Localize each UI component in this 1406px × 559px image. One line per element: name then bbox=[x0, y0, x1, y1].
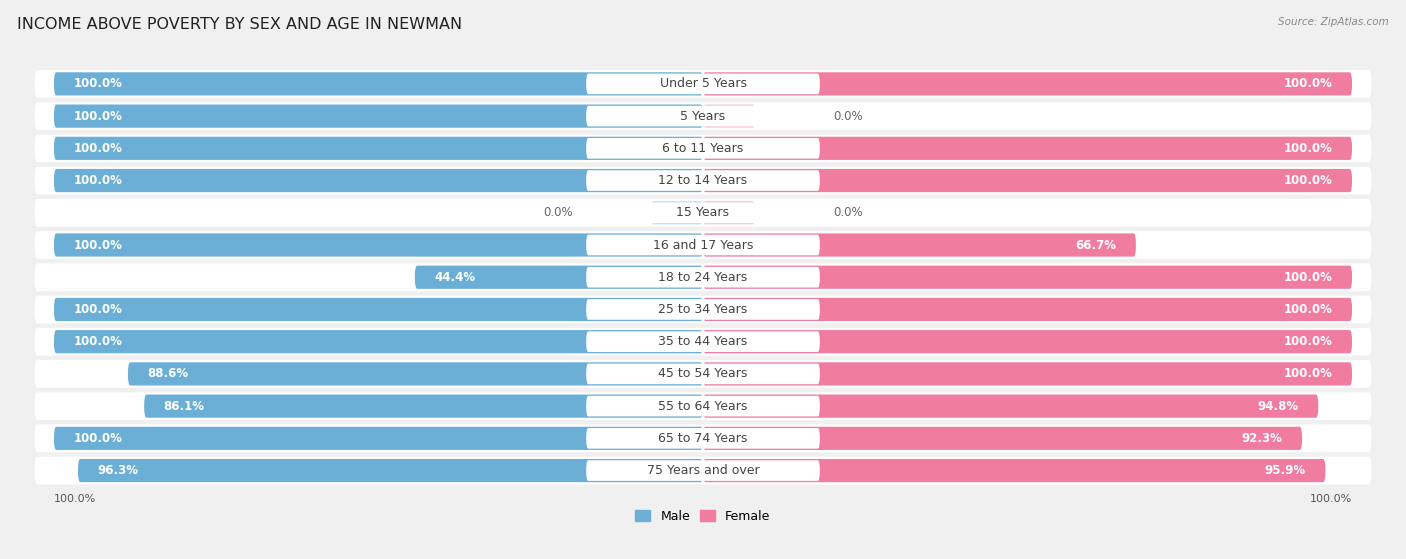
Text: 100.0%: 100.0% bbox=[1284, 335, 1333, 348]
FancyBboxPatch shape bbox=[35, 102, 1371, 130]
Text: 6 to 11 Years: 6 to 11 Years bbox=[662, 142, 744, 155]
Text: 100.0%: 100.0% bbox=[73, 432, 122, 445]
FancyBboxPatch shape bbox=[53, 105, 703, 127]
FancyBboxPatch shape bbox=[703, 459, 1326, 482]
FancyBboxPatch shape bbox=[35, 328, 1371, 356]
FancyBboxPatch shape bbox=[586, 74, 820, 94]
Text: 100.0%: 100.0% bbox=[73, 303, 122, 316]
Text: 100.0%: 100.0% bbox=[1284, 142, 1333, 155]
FancyBboxPatch shape bbox=[53, 234, 703, 257]
FancyBboxPatch shape bbox=[53, 72, 703, 96]
Text: 100.0%: 100.0% bbox=[53, 494, 96, 504]
FancyBboxPatch shape bbox=[35, 360, 1371, 388]
FancyBboxPatch shape bbox=[703, 330, 1353, 353]
FancyBboxPatch shape bbox=[35, 263, 1371, 291]
Text: 100.0%: 100.0% bbox=[73, 110, 122, 122]
FancyBboxPatch shape bbox=[703, 105, 755, 127]
FancyBboxPatch shape bbox=[586, 202, 820, 223]
FancyBboxPatch shape bbox=[586, 460, 820, 481]
Legend: Male, Female: Male, Female bbox=[630, 505, 776, 528]
FancyBboxPatch shape bbox=[586, 267, 820, 287]
Text: Source: ZipAtlas.com: Source: ZipAtlas.com bbox=[1278, 17, 1389, 27]
Text: 15 Years: 15 Years bbox=[676, 206, 730, 219]
FancyBboxPatch shape bbox=[35, 231, 1371, 259]
FancyBboxPatch shape bbox=[35, 199, 1371, 226]
Text: 100.0%: 100.0% bbox=[73, 142, 122, 155]
FancyBboxPatch shape bbox=[586, 363, 820, 384]
Text: 94.8%: 94.8% bbox=[1258, 400, 1299, 413]
FancyBboxPatch shape bbox=[53, 330, 703, 353]
Text: 55 to 64 Years: 55 to 64 Years bbox=[658, 400, 748, 413]
FancyBboxPatch shape bbox=[35, 392, 1371, 420]
FancyBboxPatch shape bbox=[415, 266, 703, 289]
FancyBboxPatch shape bbox=[77, 459, 703, 482]
FancyBboxPatch shape bbox=[35, 296, 1371, 323]
Text: 100.0%: 100.0% bbox=[1310, 494, 1353, 504]
Text: 96.3%: 96.3% bbox=[97, 464, 138, 477]
FancyBboxPatch shape bbox=[53, 137, 703, 160]
FancyBboxPatch shape bbox=[128, 362, 703, 386]
Text: 16 and 17 Years: 16 and 17 Years bbox=[652, 239, 754, 252]
FancyBboxPatch shape bbox=[35, 167, 1371, 195]
Text: 25 to 34 Years: 25 to 34 Years bbox=[658, 303, 748, 316]
Text: 100.0%: 100.0% bbox=[1284, 271, 1333, 284]
Text: 100.0%: 100.0% bbox=[1284, 303, 1333, 316]
FancyBboxPatch shape bbox=[586, 428, 820, 449]
Text: 100.0%: 100.0% bbox=[1284, 77, 1333, 91]
Text: Under 5 Years: Under 5 Years bbox=[659, 77, 747, 91]
FancyBboxPatch shape bbox=[703, 169, 1353, 192]
FancyBboxPatch shape bbox=[586, 331, 820, 352]
FancyBboxPatch shape bbox=[703, 395, 1319, 418]
FancyBboxPatch shape bbox=[586, 106, 820, 126]
Text: 65 to 74 Years: 65 to 74 Years bbox=[658, 432, 748, 445]
FancyBboxPatch shape bbox=[586, 170, 820, 191]
FancyBboxPatch shape bbox=[35, 424, 1371, 452]
Text: 18 to 24 Years: 18 to 24 Years bbox=[658, 271, 748, 284]
FancyBboxPatch shape bbox=[703, 298, 1353, 321]
Text: 100.0%: 100.0% bbox=[73, 77, 122, 91]
FancyBboxPatch shape bbox=[35, 135, 1371, 162]
Text: 100.0%: 100.0% bbox=[73, 239, 122, 252]
FancyBboxPatch shape bbox=[53, 427, 703, 450]
FancyBboxPatch shape bbox=[586, 138, 820, 159]
FancyBboxPatch shape bbox=[703, 137, 1353, 160]
Text: 0.0%: 0.0% bbox=[544, 206, 574, 219]
FancyBboxPatch shape bbox=[586, 396, 820, 416]
Text: 5 Years: 5 Years bbox=[681, 110, 725, 122]
Text: 45 to 54 Years: 45 to 54 Years bbox=[658, 367, 748, 381]
FancyBboxPatch shape bbox=[53, 298, 703, 321]
Text: 66.7%: 66.7% bbox=[1076, 239, 1116, 252]
FancyBboxPatch shape bbox=[53, 169, 703, 192]
FancyBboxPatch shape bbox=[703, 201, 755, 224]
Text: 35 to 44 Years: 35 to 44 Years bbox=[658, 335, 748, 348]
FancyBboxPatch shape bbox=[586, 299, 820, 320]
FancyBboxPatch shape bbox=[703, 266, 1353, 289]
Text: 0.0%: 0.0% bbox=[832, 110, 862, 122]
Text: INCOME ABOVE POVERTY BY SEX AND AGE IN NEWMAN: INCOME ABOVE POVERTY BY SEX AND AGE IN N… bbox=[17, 17, 463, 32]
Text: 100.0%: 100.0% bbox=[1284, 174, 1333, 187]
Text: 12 to 14 Years: 12 to 14 Years bbox=[658, 174, 748, 187]
FancyBboxPatch shape bbox=[145, 395, 703, 418]
Text: 88.6%: 88.6% bbox=[148, 367, 188, 381]
Text: 92.3%: 92.3% bbox=[1241, 432, 1282, 445]
FancyBboxPatch shape bbox=[651, 201, 703, 224]
FancyBboxPatch shape bbox=[703, 362, 1353, 386]
FancyBboxPatch shape bbox=[35, 457, 1371, 485]
Text: 86.1%: 86.1% bbox=[163, 400, 205, 413]
Text: 100.0%: 100.0% bbox=[73, 335, 122, 348]
FancyBboxPatch shape bbox=[703, 234, 1136, 257]
FancyBboxPatch shape bbox=[703, 72, 1353, 96]
Text: 44.4%: 44.4% bbox=[434, 271, 475, 284]
Text: 75 Years and over: 75 Years and over bbox=[647, 464, 759, 477]
FancyBboxPatch shape bbox=[35, 70, 1371, 98]
Text: 0.0%: 0.0% bbox=[832, 206, 862, 219]
FancyBboxPatch shape bbox=[586, 235, 820, 255]
FancyBboxPatch shape bbox=[703, 427, 1302, 450]
Text: 100.0%: 100.0% bbox=[1284, 367, 1333, 381]
Text: 95.9%: 95.9% bbox=[1265, 464, 1306, 477]
Text: 100.0%: 100.0% bbox=[73, 174, 122, 187]
